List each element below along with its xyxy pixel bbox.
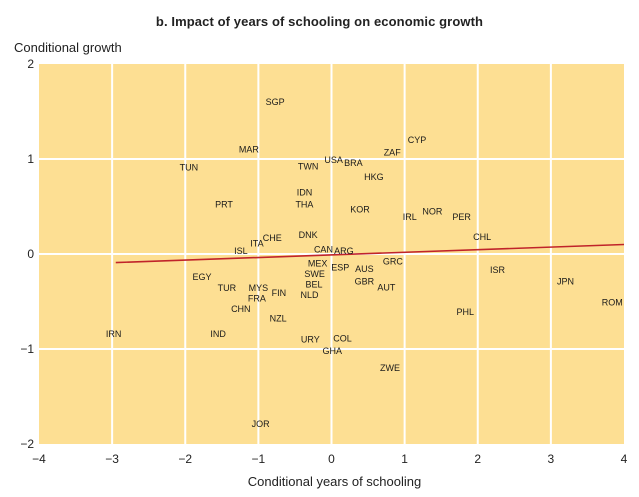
x-tick-label: −3 — [105, 452, 119, 466]
point-label-aut: AUT — [377, 282, 396, 292]
y-tick-label: −1 — [20, 342, 34, 356]
point-label-tun: TUN — [180, 163, 199, 173]
point-label-dnk: DNK — [299, 230, 318, 240]
x-tick-label: 0 — [328, 452, 335, 466]
point-label-mar: MAR — [239, 145, 260, 155]
point-label-jpn: JPN — [557, 277, 574, 287]
point-label-phl: PHL — [457, 307, 475, 317]
point-label-irl: IRL — [403, 212, 417, 222]
point-label-che: CHE — [263, 233, 282, 243]
point-label-chl: CHL — [473, 232, 491, 242]
point-label-usa: USA — [324, 155, 343, 165]
axis-ticks: −4 −3 −2 −1 0 1 2 3 4 −2 −1 0 1 2 — [20, 57, 627, 466]
point-label-ury: URY — [301, 335, 320, 345]
point-label-gbr: GBR — [355, 277, 375, 287]
point-label-ind: IND — [210, 329, 226, 339]
x-tick-label: −1 — [252, 452, 266, 466]
point-label-isr: ISR — [490, 265, 506, 275]
x-axis-label: Conditional years of schooling — [247, 474, 422, 489]
point-label-isl: ISL — [234, 246, 248, 256]
point-label-hkg: HKG — [364, 172, 384, 182]
point-label-fra: FRA — [248, 294, 266, 304]
y-axis-label: Conditional growth — [14, 40, 122, 55]
point-label-per: PER — [452, 212, 471, 222]
y-tick-label: 2 — [27, 57, 34, 71]
point-label-egy: EGY — [193, 272, 212, 282]
point-label-can: CAN — [314, 244, 333, 254]
point-label-irn: IRN — [106, 329, 122, 339]
x-tick-label: 3 — [548, 452, 555, 466]
point-label-jor: JOR — [252, 419, 271, 429]
point-label-tha: THA — [295, 200, 313, 210]
data-points: SGP CYP MAR ZAF USA BRA TUN TWN HKG IDN PRT THA KOR N… — [106, 97, 623, 429]
x-tick-label: 1 — [401, 452, 408, 466]
point-label-fin: FIN — [272, 288, 287, 298]
point-label-nor: NOR — [422, 206, 443, 216]
point-label-zwe: ZWE — [380, 363, 400, 373]
x-tick-label: −4 — [32, 452, 46, 466]
point-label-rom: ROM — [602, 297, 623, 307]
chart-title: b. Impact of years of schooling on econo… — [155, 14, 484, 29]
point-label-swe: SWE — [304, 269, 325, 279]
fit-line — [115, 243, 625, 264]
x-tick-label: 2 — [474, 452, 481, 466]
grid — [39, 64, 624, 444]
point-label-prt: PRT — [215, 200, 233, 210]
point-label-nzl: NZL — [270, 314, 287, 324]
point-label-ita: ITA — [250, 239, 263, 249]
point-label-nld: NLD — [301, 290, 320, 300]
point-label-bra: BRA — [344, 158, 363, 168]
point-label-arg: ARG — [334, 246, 354, 256]
point-label-tur: TUR — [218, 283, 237, 293]
point-label-col: COL — [333, 334, 352, 344]
point-label-grc: GRC — [383, 257, 404, 267]
y-tick-label: −2 — [20, 437, 34, 451]
point-label-twn: TWN — [298, 162, 319, 172]
point-label-chn: CHN — [231, 304, 251, 314]
point-label-idn: IDN — [297, 187, 313, 197]
point-label-kor: KOR — [350, 204, 370, 214]
point-label-zaf: ZAF — [384, 147, 402, 157]
x-tick-label: −2 — [178, 452, 192, 466]
point-label-esp: ESP — [331, 262, 349, 272]
point-label-bel: BEL — [305, 279, 322, 289]
x-tick-label: 4 — [621, 452, 628, 466]
point-label-cyp: CYP — [408, 135, 427, 145]
y-tick-label: 1 — [27, 152, 34, 166]
point-label-mys: MYS — [249, 283, 269, 293]
point-label-aus: AUS — [355, 264, 374, 274]
fit-line-group — [115, 243, 625, 264]
point-label-gha: GHA — [322, 346, 342, 356]
point-label-mex: MEX — [308, 259, 328, 269]
y-tick-label: 0 — [27, 247, 34, 261]
point-label-sgp: SGP — [266, 97, 285, 107]
